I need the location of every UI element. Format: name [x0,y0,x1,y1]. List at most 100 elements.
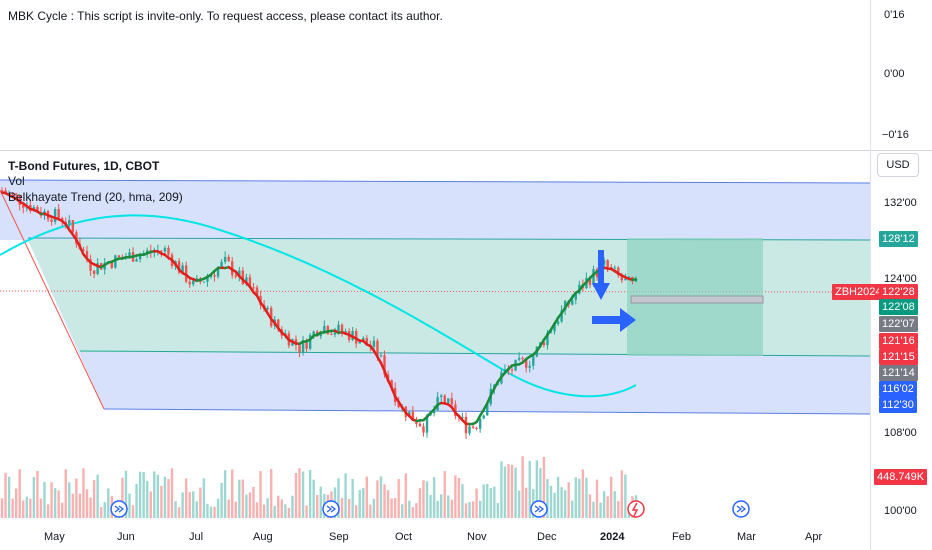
volume-bar [177,507,181,518]
candle-body [528,365,531,368]
price-tick: 100'00 [884,505,917,517]
volume-bar [556,476,560,518]
pane-divider[interactable] [0,150,932,151]
volume-bar [379,476,383,518]
volume-bar [319,486,322,518]
time-tick: Jun [117,531,135,543]
time-tick: Oct [395,531,413,543]
candle-body [588,277,592,285]
candle-body [443,395,446,403]
volume-bar [11,498,14,518]
volume-bar [606,496,609,518]
volume-bar [71,493,75,518]
candle-body [202,281,206,283]
volume-bar [422,480,425,518]
volume-bar [199,487,202,518]
volume-bar [75,478,78,518]
candle-body [365,338,369,345]
indicator-title: MBK Cycle : This script is invite-only. … [8,9,443,23]
volume-bar [521,456,524,518]
price-tick: 108'00 [884,427,917,439]
volume-bar [85,489,89,518]
volume-bar [447,495,450,518]
volume-bar [305,505,308,518]
candle-body [439,395,443,397]
candle-body [574,293,577,300]
volume-bar [592,501,595,518]
volume-bar [163,476,167,518]
candle-body [397,402,400,408]
candle-body [634,280,638,282]
down-arrow-icon [592,250,610,300]
volume-bar [107,488,110,518]
candle-body [337,324,340,333]
vol-label[interactable]: Vol [8,174,25,188]
trend-line-segment [390,386,397,398]
candle-body [135,259,138,262]
candle-body [602,260,606,265]
candle-body [305,340,308,349]
trend-label[interactable]: Belkhayate Trend (20, hma, 209) [8,190,183,204]
price-tick: 124'00 [884,273,917,285]
candle-body [553,323,556,332]
event-marker-glyph [736,505,747,513]
volume-bar [29,498,32,518]
candle-body [546,332,549,346]
volume-bar [365,476,369,518]
volume-bar [284,504,287,518]
volume-bar [0,498,4,518]
volume-bar [549,485,553,518]
volume-bar [259,471,262,518]
volume-bar [358,489,361,518]
candle-body [571,299,574,305]
channel-edge-line [0,189,105,410]
trend-line-segment [386,379,393,389]
volume-bar [432,477,436,518]
candle-body [4,190,7,194]
candle-body [241,270,245,285]
volume-bar [613,491,616,518]
volume-bar [571,500,574,518]
volume-bar [14,488,18,518]
volume-bar [39,498,43,518]
volume-bar [546,478,549,518]
price-tag-upper-band: 128'12 [879,231,918,247]
volume-bar [170,468,174,518]
candle-body [114,255,117,268]
price-tick: 132'00 [884,197,917,209]
volume-bar [528,460,531,518]
volume-bar [308,470,312,518]
event-marker-glyph [534,505,545,513]
volume-bar [578,478,581,518]
symbol-title[interactable]: T-Bond Futures, 1D, CBOT [8,159,160,173]
currency-button[interactable]: USD [877,153,919,177]
right-arrow-icon [592,308,636,332]
candle-body [167,247,170,255]
candle-body [376,340,379,356]
candle-body [617,267,620,276]
candle-body [549,331,553,333]
price-tag: 121'15 [879,349,918,365]
symbol-tag: ZBH2024 [832,284,885,300]
volume-bar [471,501,475,518]
volume-bar [351,478,354,518]
candle-body [238,270,241,277]
candle-body [301,340,305,353]
volume-tag: 448.749K [874,469,928,485]
candle-body [333,332,337,335]
volume-bar [567,482,570,518]
candle-body [82,249,85,251]
price-tag: 121'14 [879,365,918,381]
dividend-marker-glyph [631,502,639,517]
candle-body [471,426,475,428]
candle-body [234,275,237,277]
volume-bar [213,506,216,518]
volume-bar [620,470,624,518]
cycle-curve [0,214,637,398]
candle-body [50,219,53,222]
volume-bar [397,479,400,518]
volume-bar [478,500,482,518]
candle-body [128,252,131,258]
